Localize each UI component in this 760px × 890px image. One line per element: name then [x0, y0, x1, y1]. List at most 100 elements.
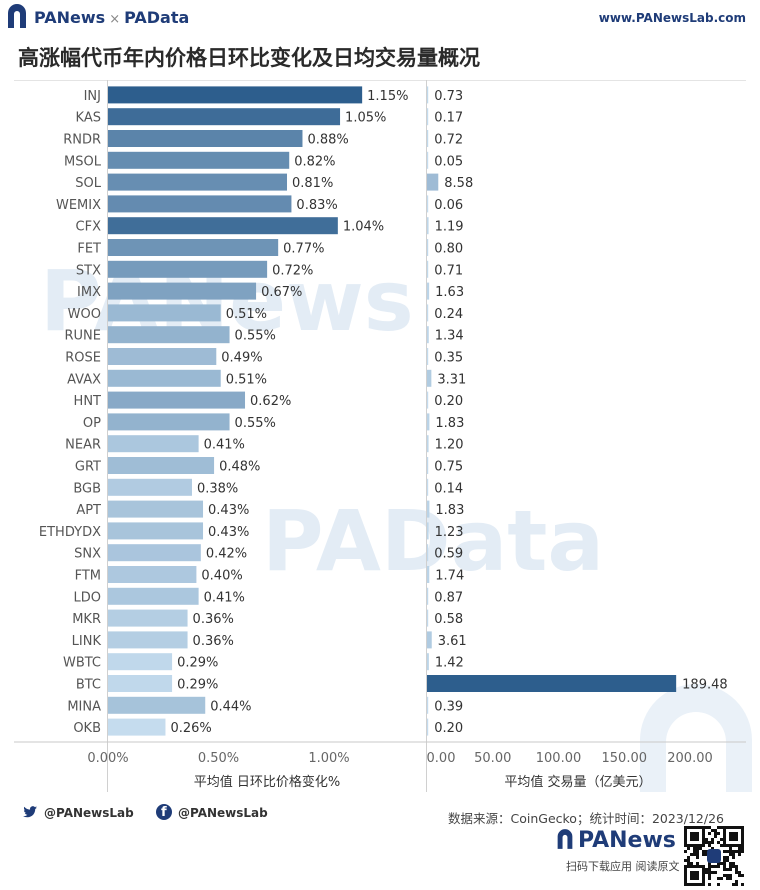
volume-data-label: 0.75 [434, 460, 463, 475]
category-label: ROSE [65, 351, 101, 366]
x-tick-label-right: 150.00 [602, 751, 648, 766]
volume-bar [427, 239, 429, 256]
volume-bar [427, 260, 429, 278]
price-change-bar [108, 435, 199, 453]
qr-module [726, 877, 729, 880]
volume-data-label: 3.31 [437, 372, 466, 387]
qr-module [717, 826, 720, 829]
qr-module [729, 877, 732, 880]
footer-bar: @PANewsLab f @PANewsLab 数据来源：CoinGecko；统计… [18, 800, 742, 826]
qr-module [717, 841, 720, 844]
qr-module [735, 868, 738, 871]
qr-module [708, 832, 711, 835]
qr-module [732, 883, 735, 886]
qr-module [705, 841, 708, 844]
qr-module [702, 850, 705, 853]
price-change-data-label: 0.36% [193, 612, 234, 627]
brand-padata: PAData [124, 8, 190, 27]
decorative-arc [640, 684, 752, 792]
volume-data-label: 0.87 [434, 590, 463, 605]
volume-data-label: 0.20 [434, 394, 463, 409]
volume-bar [427, 435, 429, 453]
volume-bar [427, 544, 429, 562]
category-label: FTM [75, 569, 101, 584]
qr-module [732, 862, 735, 865]
qr-module [723, 856, 726, 859]
volume-data-label: 1.63 [435, 285, 464, 300]
qr-module [729, 853, 732, 856]
volume-bar [427, 304, 429, 322]
volume-bar [427, 675, 677, 692]
page-title: 高涨幅代币年内价格日环比变化及日均交易量概况 [18, 46, 480, 70]
qr-module [741, 874, 744, 877]
qr-module [726, 868, 729, 871]
qr-module [696, 853, 699, 856]
volume-bar [427, 718, 429, 736]
price-change-bar [108, 653, 173, 671]
qr-module [711, 841, 714, 844]
price-change-data-label: 0.55% [235, 416, 276, 431]
price-change-data-label: 0.42% [206, 547, 247, 562]
qr-module [690, 862, 693, 865]
qr-module [717, 865, 720, 868]
price-change-bar [108, 718, 166, 736]
qr-finder-core [690, 832, 699, 841]
price-change-data-label: 0.49% [221, 351, 262, 366]
qr-module [723, 865, 726, 868]
qr-module [723, 868, 726, 871]
price-change-bar [108, 151, 290, 169]
volume-bar [427, 108, 429, 126]
volume-data-label: 1.34 [435, 329, 464, 344]
qr-module [711, 838, 714, 841]
volume-data-label: 0.14 [434, 481, 463, 496]
qr-module [714, 829, 717, 832]
qr-finder-core [690, 871, 699, 880]
volume-bar [427, 413, 430, 431]
price-change-data-label: 0.48% [219, 460, 260, 475]
qr-module [729, 862, 732, 865]
price-change-data-label: 0.81% [292, 176, 333, 191]
qr-module [708, 877, 711, 880]
price-change-bar [108, 282, 257, 300]
volume-bar [427, 500, 430, 518]
twitter-handle: @PANewsLab [44, 806, 134, 820]
qr-module [696, 862, 699, 865]
twitter-link[interactable]: @PANewsLab [22, 804, 134, 820]
x-tick-label-left: 0.00% [87, 751, 128, 766]
price-change-data-label: 0.82% [294, 154, 335, 169]
qr-module [705, 871, 708, 874]
volume-bar [427, 282, 430, 300]
volume-bar [427, 326, 429, 344]
price-change-data-label: 0.29% [177, 656, 218, 671]
category-label: LINK [72, 634, 102, 649]
qr-module [738, 853, 741, 856]
price-change-bar [108, 86, 363, 104]
category-label: SOL [75, 176, 101, 191]
qr-module [738, 871, 741, 874]
qr-module [726, 859, 729, 862]
qr-code-icon[interactable] [684, 826, 744, 886]
qr-module [735, 865, 738, 868]
watermark-text: PAData [262, 492, 604, 590]
panews-logo-icon [8, 4, 26, 28]
price-change-data-label: 0.72% [272, 263, 313, 278]
qr-module [711, 871, 714, 874]
category-label: BTC [76, 678, 101, 693]
x-tick-label-left: 0.50% [198, 751, 239, 766]
x-axis-title-right: 平均值 交易量（亿美元） [504, 774, 651, 790]
qr-module [726, 874, 729, 877]
qr-module [711, 829, 714, 832]
volume-data-label: 1.74 [435, 569, 464, 584]
price-change-bar [108, 217, 338, 235]
footer-logo: PANews [556, 828, 676, 853]
qr-module [720, 838, 723, 841]
site-url[interactable]: www.PANewsLab.com [598, 11, 746, 25]
volume-data-label: 8.58 [444, 176, 473, 191]
volume-bar [427, 653, 429, 671]
facebook-link[interactable]: f @PANewsLab [156, 804, 268, 820]
volume-bar [427, 566, 430, 583]
qr-module [741, 847, 744, 850]
qr-module [708, 844, 711, 847]
qr-module [696, 847, 699, 850]
qr-module [726, 856, 729, 859]
